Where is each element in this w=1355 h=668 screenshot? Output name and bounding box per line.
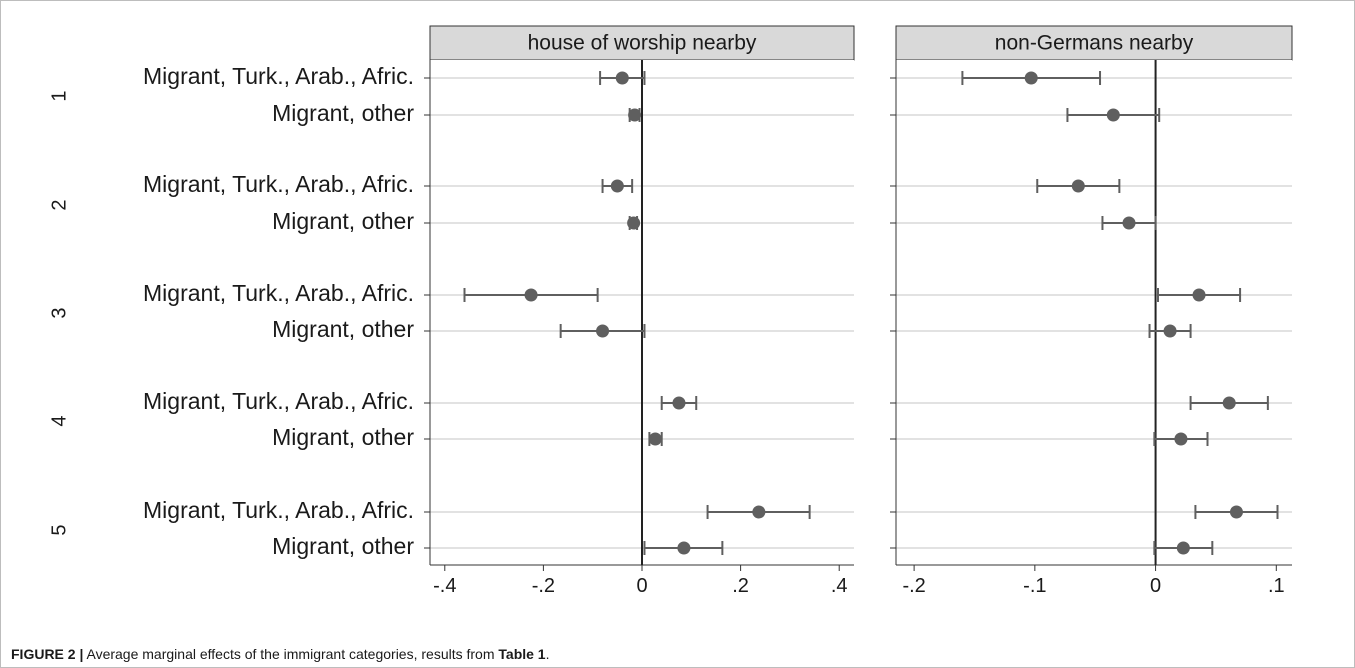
panel-title: house of worship nearby (528, 32, 757, 55)
x-tick-label: .4 (831, 575, 848, 597)
caption-suffix: . (545, 646, 550, 662)
row-label: Migrant, other (272, 533, 414, 559)
x-tick-label: 0 (636, 575, 647, 597)
x-tick-label: 0 (1150, 575, 1161, 597)
point-estimate (1122, 216, 1136, 230)
point-estimate (1229, 505, 1243, 519)
point-estimate (1222, 396, 1236, 410)
row-label: Migrant, other (272, 424, 414, 450)
point-estimate (648, 432, 662, 446)
group-label-1: 1 (48, 90, 70, 101)
caption-prefix: FIGURE 2 | (11, 646, 84, 662)
row-label: Migrant, Turk., Arab., Afric. (143, 388, 414, 414)
figure-caption: FIGURE 2 | Average marginal effects of t… (11, 646, 549, 662)
point-estimate (677, 541, 691, 555)
point-estimate (615, 71, 629, 85)
plot-area (896, 60, 1292, 565)
x-tick-label: -.2 (902, 575, 925, 597)
point-estimate (596, 324, 610, 338)
x-tick-label: -.4 (433, 575, 456, 597)
x-tick-label: -.2 (532, 575, 555, 597)
row-label: Migrant, Turk., Arab., Afric. (143, 171, 414, 197)
caption-table-ref: Table 1 (498, 646, 546, 662)
point-estimate (610, 179, 624, 193)
point-estimate (628, 108, 642, 122)
row-label: Migrant, Turk., Arab., Afric. (143, 497, 414, 523)
row-label: Migrant, other (272, 208, 414, 234)
panel-title: non-Germans nearby (995, 32, 1194, 55)
group-label-5: 5 (48, 524, 70, 535)
x-tick-label: .1 (1268, 575, 1285, 597)
panel-2: non-Germans nearby -.2 -.1 0 .1 (890, 25, 1293, 597)
group-label-3: 3 (48, 307, 70, 318)
row-label: Migrant, Turk., Arab., Afric. (143, 280, 414, 306)
row-label: Migrant, other (272, 100, 414, 126)
row-label: Migrant, other (272, 316, 414, 342)
point-estimate (1024, 71, 1038, 85)
point-estimate (627, 216, 641, 230)
group-label-4: 4 (48, 415, 70, 426)
panel-header (895, 25, 1293, 61)
point-estimate (1176, 541, 1190, 555)
point-estimate (672, 396, 686, 410)
panel-1: house of worship nearby -.4 -.2 0 .2 .4 (424, 25, 855, 597)
point-estimate (1192, 288, 1206, 302)
point-estimate (1071, 179, 1085, 193)
caption-text: Average marginal effects of the immigran… (83, 646, 499, 662)
point-estimate (1106, 108, 1120, 122)
point-estimate (1174, 432, 1188, 446)
point-estimate (752, 505, 766, 519)
group-label-2: 2 (48, 199, 70, 210)
point-estimate (524, 288, 538, 302)
row-label: Migrant, Turk., Arab., Afric. (143, 63, 414, 89)
point-estimate (1163, 324, 1177, 338)
x-tick-label: .2 (732, 575, 749, 597)
x-tick-label: -.1 (1023, 575, 1046, 597)
